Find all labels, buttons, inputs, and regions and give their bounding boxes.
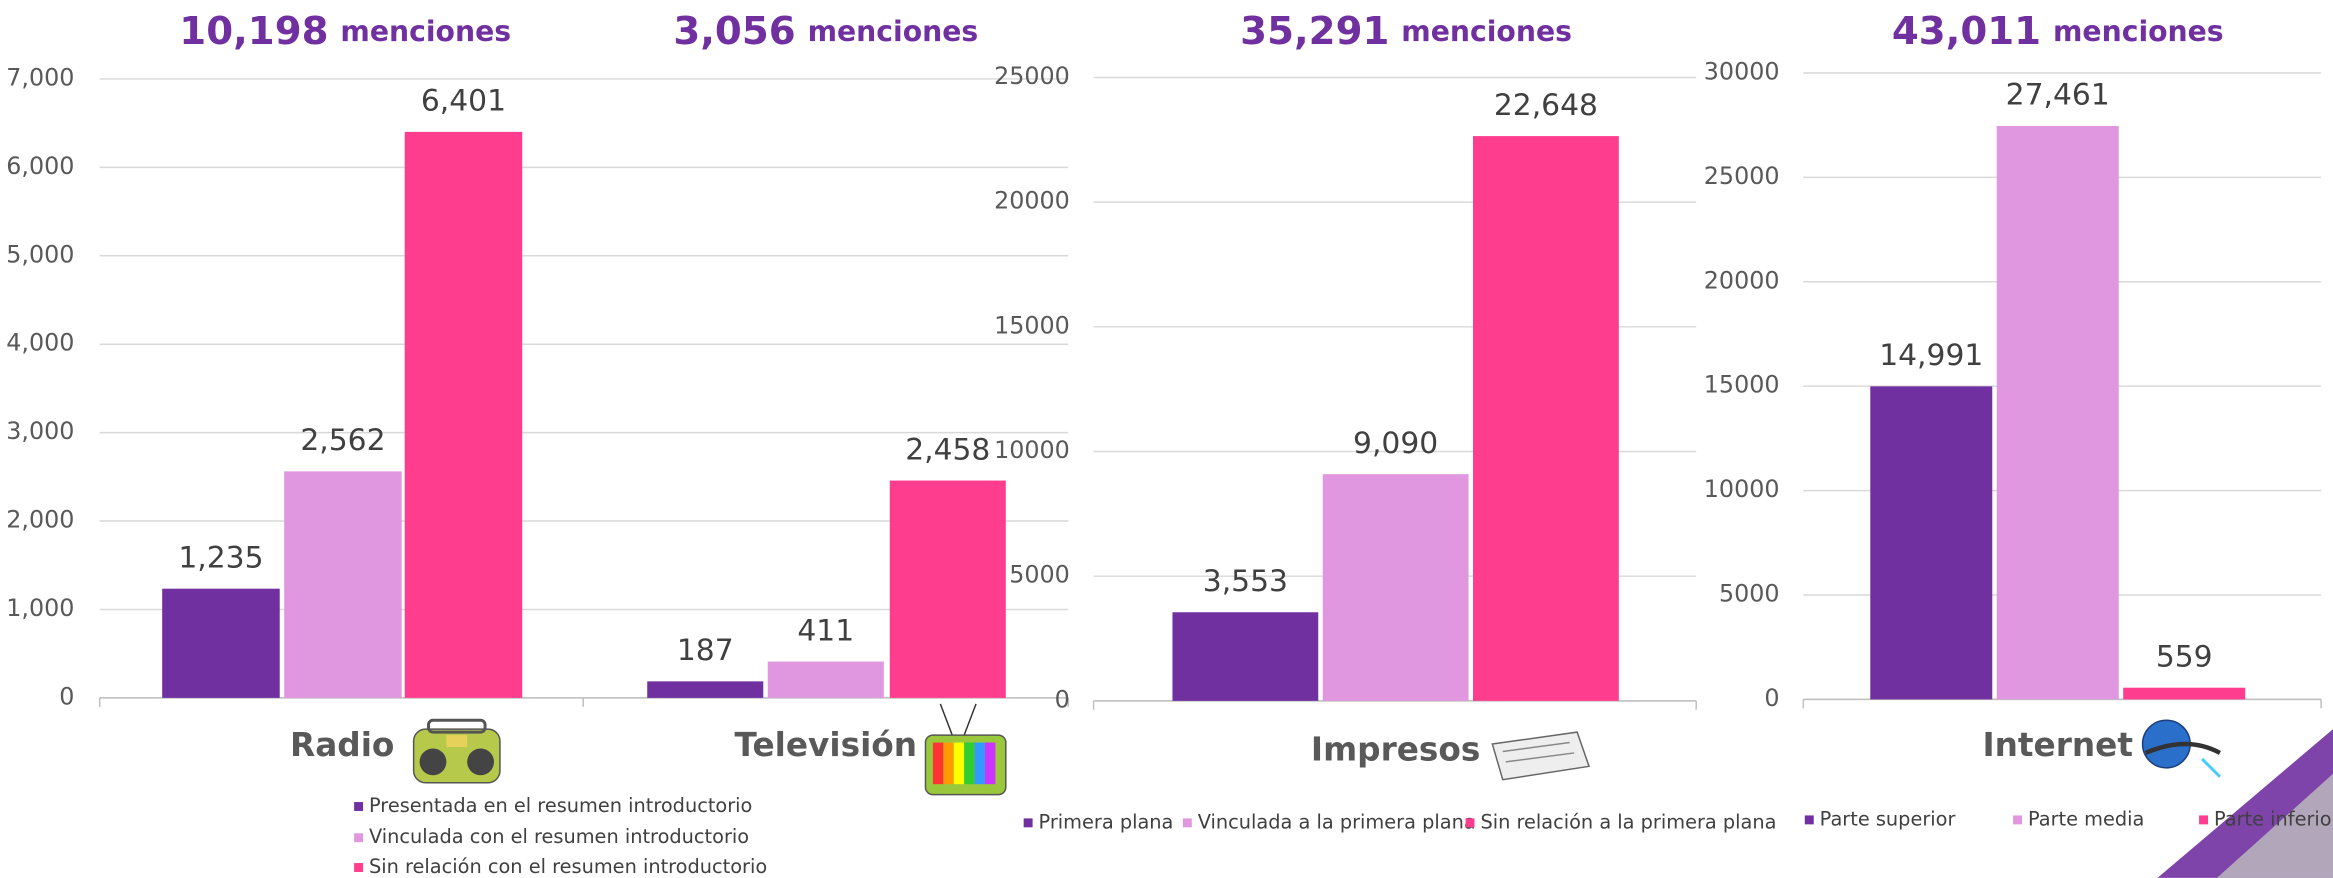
legend-label: Presentada en el resumen introductorio bbox=[369, 794, 752, 817]
headline-word: menciones bbox=[2053, 15, 2224, 48]
y-tick-label: 10000 bbox=[1704, 475, 1780, 503]
legend-label: Sin relación con el resumen introductori… bbox=[369, 855, 767, 878]
internet-icon bbox=[2141, 719, 2221, 778]
headline: 35,291 menciones bbox=[1240, 8, 1572, 53]
legend-label: Vinculada con el resumen introductorio bbox=[369, 825, 749, 848]
value-label: 9,090 bbox=[1353, 426, 1438, 461]
y-tick-label: 3,000 bbox=[6, 417, 74, 445]
value-label: 22,648 bbox=[1494, 88, 1598, 123]
value-label: 27,461 bbox=[2006, 78, 2110, 113]
value-label: 1,235 bbox=[178, 540, 263, 575]
category-label: Internet bbox=[1982, 726, 2133, 764]
legend-label: Parte superior bbox=[1820, 807, 1956, 830]
legend-label: Sin relación a la primera plana bbox=[1480, 810, 1776, 833]
headline-word: menciones bbox=[340, 15, 511, 48]
bar bbox=[162, 588, 280, 698]
value-label: 6,401 bbox=[421, 84, 506, 119]
value-label: 187 bbox=[677, 633, 734, 668]
y-tick-label: 7,000 bbox=[6, 63, 74, 91]
bar bbox=[2123, 687, 2246, 700]
headline-number: 3,056 bbox=[673, 8, 795, 53]
headline: 43,011 menciones bbox=[1892, 8, 2224, 53]
value-label: 559 bbox=[2156, 639, 2213, 674]
value-label: 3,553 bbox=[1203, 564, 1288, 599]
legend-swatch bbox=[1465, 818, 1475, 828]
y-tick-label: 0 bbox=[1764, 684, 1779, 712]
legend-swatch bbox=[354, 833, 364, 843]
y-tick-label: 25000 bbox=[1704, 162, 1780, 190]
legend-swatch bbox=[1023, 818, 1033, 828]
headline-number: 35,291 bbox=[1240, 8, 1389, 53]
y-tick-label: 10000 bbox=[994, 436, 1070, 464]
y-tick-label: 25000 bbox=[994, 62, 1070, 90]
radio-icon bbox=[412, 718, 501, 784]
legend-swatch bbox=[354, 863, 364, 872]
y-tick-label: 6,000 bbox=[6, 152, 74, 180]
y-tick-label: 1,000 bbox=[6, 594, 74, 622]
legend-label: Parte media bbox=[2028, 807, 2144, 830]
legend-label: Primera plana bbox=[1039, 810, 1174, 833]
bar bbox=[284, 471, 402, 698]
headline: 10,198 menciones bbox=[179, 8, 511, 53]
corner-decoration bbox=[2157, 729, 2333, 878]
tv-icon bbox=[924, 703, 1007, 796]
category-label: Impresos bbox=[1311, 730, 1480, 768]
y-tick-label: 30000 bbox=[1704, 57, 1780, 85]
bar bbox=[1473, 136, 1619, 701]
legend-swatch bbox=[354, 802, 364, 811]
value-label: 14,991 bbox=[1879, 338, 1983, 373]
y-tick-label: 2,000 bbox=[6, 506, 74, 534]
bar bbox=[1996, 125, 2119, 700]
headline-word: menciones bbox=[808, 15, 979, 48]
legend-label: Vinculada a la primera plana bbox=[1198, 810, 1476, 833]
headline-number: 10,198 bbox=[179, 8, 328, 53]
y-tick-label: 20000 bbox=[1704, 266, 1780, 294]
y-tick-label: 4,000 bbox=[6, 329, 74, 357]
bar bbox=[1172, 612, 1319, 701]
category-label: Televisión bbox=[734, 726, 917, 764]
legend-label: Parte inferior bbox=[2214, 807, 2333, 830]
legend-swatch bbox=[2013, 815, 2023, 825]
headline-number: 43,011 bbox=[1892, 8, 2041, 53]
legend-swatch bbox=[1804, 815, 1814, 825]
bar bbox=[647, 681, 764, 698]
legend-swatch bbox=[2199, 815, 2209, 825]
y-tick-label: 15000 bbox=[994, 311, 1070, 339]
value-label: 411 bbox=[797, 613, 854, 648]
bar bbox=[889, 480, 1006, 698]
bar bbox=[767, 661, 884, 698]
bar bbox=[404, 131, 523, 698]
headline: 3,056 menciones bbox=[673, 8, 978, 53]
y-tick-label: 5000 bbox=[1009, 561, 1070, 589]
y-tick-label: 0 bbox=[1055, 685, 1070, 713]
category-label: Radio bbox=[290, 726, 394, 764]
newspaper-icon bbox=[1491, 731, 1591, 781]
y-tick-label: 20000 bbox=[994, 187, 1070, 215]
legend-swatch bbox=[1182, 818, 1192, 828]
y-tick-label: 0 bbox=[59, 682, 74, 710]
y-tick-label: 5000 bbox=[1719, 579, 1780, 607]
value-label: 2,458 bbox=[905, 432, 990, 467]
headline-word: menciones bbox=[1401, 15, 1572, 48]
bar bbox=[1322, 474, 1469, 701]
y-tick-label: 5,000 bbox=[6, 240, 74, 268]
bar bbox=[1870, 386, 1993, 700]
y-tick-label: 15000 bbox=[1704, 371, 1780, 399]
value-label: 2,562 bbox=[300, 423, 385, 458]
